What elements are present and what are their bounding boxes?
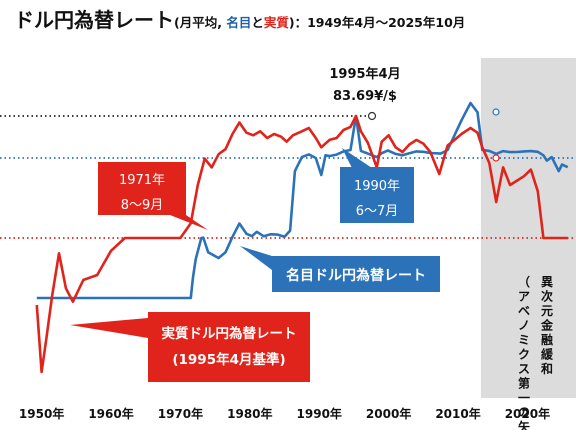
peak-marker (367, 111, 377, 121)
peak-marker (492, 154, 500, 162)
nominal-rate-line (36, 101, 569, 300)
qqe-label-char: ミ (518, 333, 530, 347)
callout-1971-text: 1971年 (119, 173, 165, 188)
real-label-text: 実質ドル円為替レート (162, 325, 297, 342)
qqe-label-char: ベ (518, 304, 530, 318)
x-tick-label: 1970年 (158, 406, 203, 421)
title-period: )：1949年4月～2025年10月 (288, 15, 466, 30)
real-label-box (148, 312, 310, 382)
nominal-label-text: 名目ドル円為替レート (286, 267, 426, 284)
peak-annotation: 1995年4月 (329, 66, 400, 82)
qqe-label-char: ス (518, 362, 530, 376)
x-tick-label: 2000年 (366, 406, 411, 421)
title-and-word: と (251, 15, 264, 30)
x-tick-label: 2010年 (435, 406, 480, 421)
qqe-label-char: 元 (541, 304, 553, 318)
qqe-label-char: 一 (518, 391, 530, 405)
callout-1971-text: 8～9月 (121, 198, 164, 213)
qqe-label-char: ク (518, 348, 530, 362)
qqe-label-char: の (518, 406, 530, 420)
title-nominal-word: 名目 (226, 15, 252, 30)
qqe-label-char: 第 (518, 376, 530, 391)
chart-title: ドル円為替レート(月平均, 名目と実質)：1949年4月～2025年10月 (14, 4, 465, 33)
title-real-word: 実質 (263, 15, 289, 30)
qqe-label-char: 次 (541, 289, 553, 304)
qqe-label-char: 和 (540, 361, 553, 376)
x-tick-label: 1980年 (227, 406, 272, 421)
x-tick-label: 1960年 (88, 406, 133, 421)
x-tick-label: 2020年 (505, 406, 550, 421)
title-main: ドル円為替レート (14, 8, 174, 32)
callout-1990-text: 1990年 (354, 179, 400, 194)
qqe-label-char: 緩 (541, 347, 554, 362)
qqe-label-char: ア (518, 290, 530, 304)
real-label-pointer (70, 318, 148, 338)
x-tick-label: 1950年 (19, 406, 64, 421)
qqe-label-char: （ (518, 274, 530, 289)
qqe-label-char: ノ (518, 319, 530, 333)
title-open-paren: (月平均, (174, 15, 227, 30)
x-tick-label: 1990年 (297, 406, 342, 421)
qqe-label-char: 金 (540, 318, 554, 333)
nominal-label-box (272, 256, 440, 292)
nominal-label-pointer (240, 246, 272, 270)
qqe-label-char: 異 (541, 275, 553, 289)
real-label-text: (1995年4月基準) (172, 351, 285, 368)
qqe-label-char: 矢 (518, 419, 531, 430)
callout-1990-text: 6～7月 (356, 204, 399, 219)
callout-1990-box (340, 167, 414, 223)
callout-1990-pointer (342, 148, 372, 168)
peak-marker (492, 108, 500, 116)
real-rate-line (35, 114, 568, 374)
callout-1971-box (98, 162, 186, 215)
qqe-label-char: 融 (541, 332, 553, 347)
peak-annotation: 83.69¥/$ (333, 89, 397, 104)
